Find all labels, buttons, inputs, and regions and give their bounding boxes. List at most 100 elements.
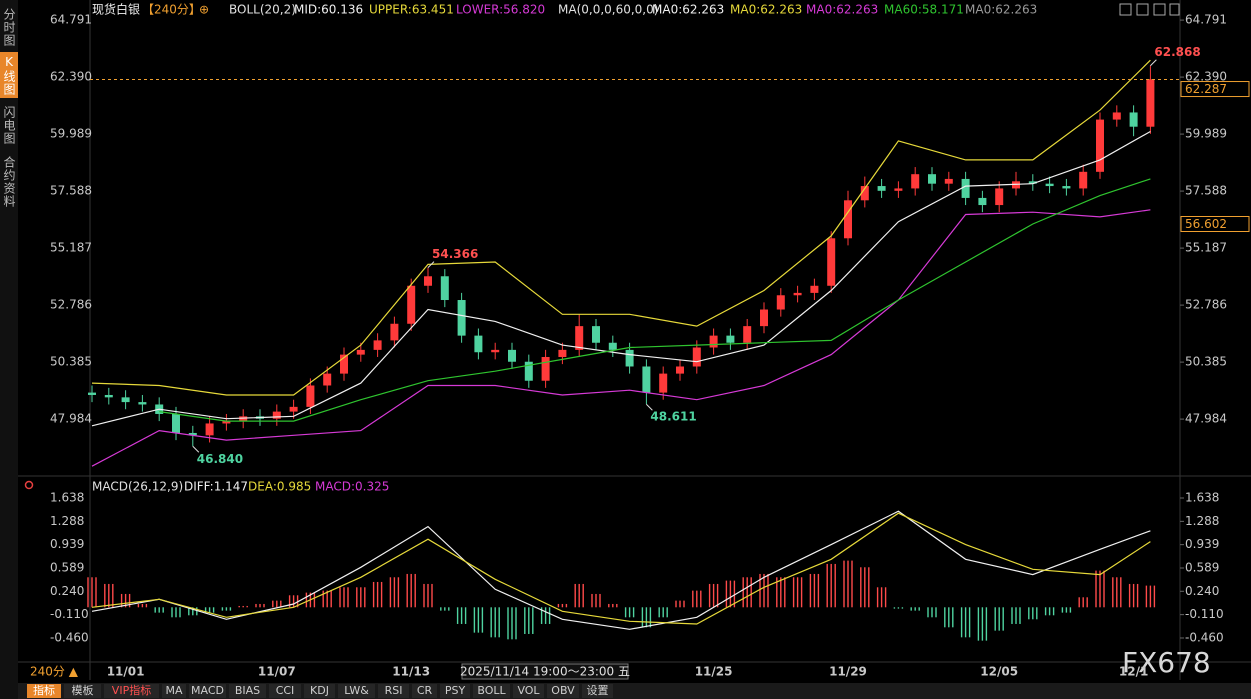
toolbar-button-bg[interactable] xyxy=(162,684,186,698)
candle-body xyxy=(860,186,869,201)
toolbar-button[interactable]: BOLL xyxy=(477,684,506,697)
y-tick-label: 1.638 xyxy=(1185,491,1219,505)
candle-body xyxy=(424,276,432,286)
y-tick-label: 62.390 xyxy=(50,70,92,84)
candle-body xyxy=(911,174,920,189)
candle-body xyxy=(625,349,634,367)
tab[interactable]: K线图 xyxy=(0,52,18,98)
toolbar-button[interactable]: PSY xyxy=(445,684,466,697)
toolbar-button[interactable]: VIP指标 xyxy=(112,683,151,697)
toolbar-button-bg[interactable] xyxy=(27,684,61,698)
candle-body xyxy=(659,373,668,393)
icon[interactable] xyxy=(1153,3,1166,16)
x-tick-label: 12/05 xyxy=(980,665,1018,679)
candle-body xyxy=(961,178,970,198)
y-tick-label: 0.240 xyxy=(1185,584,1219,598)
toolbar-button[interactable]: BIAS xyxy=(235,684,260,697)
toolbar-button-bg[interactable] xyxy=(104,684,159,698)
tab[interactable]: 合约资料 xyxy=(2,156,16,208)
candle-body xyxy=(760,309,768,327)
toolbar-button[interactable]: 设置 xyxy=(587,684,609,697)
toolbar-button-bg[interactable] xyxy=(412,684,437,698)
legend-entry: MA0:62.263 xyxy=(730,3,802,17)
y-tick-label: 62.390 xyxy=(1185,70,1227,84)
y-tick-label: 0.240 xyxy=(50,584,84,598)
y-tick-label: 52.786 xyxy=(50,298,92,312)
legend-entry: MA60:58.171 xyxy=(884,3,964,17)
toolbar-button-bg[interactable] xyxy=(378,684,409,698)
extreme-label: 48.611 xyxy=(650,410,696,424)
toolbar-button-bg[interactable] xyxy=(229,684,266,698)
annotation-pointer xyxy=(646,403,653,411)
candle-body xyxy=(524,361,533,381)
toolbar-button[interactable]: LW& xyxy=(344,684,369,697)
candle-body xyxy=(743,326,752,343)
toolbar-button[interactable]: KDJ xyxy=(310,684,329,697)
candle-body xyxy=(172,413,180,433)
annotation-pointer xyxy=(427,261,435,268)
candle-body xyxy=(306,385,315,407)
macd-title: MACD(26,12,9) xyxy=(92,480,183,494)
x-tick-label: 11/29 xyxy=(829,665,867,679)
last-price-label: 62.287 xyxy=(1185,82,1227,96)
toolbar-button-bg[interactable] xyxy=(513,684,544,698)
toolbar-button-bg[interactable] xyxy=(547,684,579,698)
candle-body xyxy=(810,285,819,293)
candle-body xyxy=(222,421,231,424)
toolbar-button[interactable]: MACD xyxy=(191,684,224,697)
legend-entry: MA0:62.263 xyxy=(965,3,1037,17)
toolbar-button[interactable]: RSI xyxy=(385,684,403,697)
toolbar-button[interactable]: VOL xyxy=(517,684,540,697)
toolbar-button[interactable]: MA xyxy=(165,684,182,697)
y-tick-label: 1.638 xyxy=(50,491,84,505)
toolbar-button-bg[interactable] xyxy=(582,684,613,698)
y-tick-label: 1.288 xyxy=(1185,514,1219,528)
toolbar-button[interactable]: 模板 xyxy=(72,683,94,697)
toolbar-button-bg[interactable] xyxy=(269,684,301,698)
candle-body xyxy=(1129,112,1138,127)
toolbar-button-bg[interactable] xyxy=(473,684,510,698)
candle-body xyxy=(709,335,718,348)
y-tick-label: 64.791 xyxy=(1185,13,1227,27)
toolbar-button[interactable]: CR xyxy=(417,684,433,697)
indicator-label: BOLL(20,2) xyxy=(229,3,296,17)
toolbar-button[interactable]: CCI xyxy=(276,684,295,697)
period-icon: ⊕ xyxy=(199,3,209,17)
icon[interactable] xyxy=(1119,3,1132,16)
candle-body xyxy=(104,394,113,398)
icon[interactable] xyxy=(1169,3,1180,16)
candle-body xyxy=(827,238,836,286)
y-tick-label: 0.589 xyxy=(1185,560,1219,574)
instrument-title: 现货白银 xyxy=(92,2,140,17)
legend-entry: DEA:0.985 xyxy=(248,480,311,494)
toolbar-button-bg[interactable] xyxy=(64,684,101,698)
candle-body xyxy=(726,335,735,343)
toolbar-button-bg[interactable] xyxy=(338,684,375,698)
y-tick-label: -0.460 xyxy=(1185,630,1224,644)
y-tick-label: 50.385 xyxy=(1185,355,1227,369)
toolbar-button[interactable]: OBV xyxy=(551,684,575,697)
marker-price-box xyxy=(1180,215,1250,232)
extreme-label: 54.366 xyxy=(432,247,478,261)
toolbar-button-bg[interactable] xyxy=(189,684,226,698)
settings-dot[interactable] xyxy=(24,480,34,490)
period-switch[interactable]: 240分 ▲ xyxy=(30,665,79,679)
y-tick-label: 55.187 xyxy=(50,241,92,255)
candle-body xyxy=(239,416,248,422)
icon[interactable] xyxy=(1136,3,1149,16)
legend-entry: MACD:0.325 xyxy=(315,480,389,494)
x-tick-label: 11/07 xyxy=(258,665,296,679)
y-tick-label: 0.939 xyxy=(1185,537,1219,551)
toolbar-button[interactable]: 指标 xyxy=(33,683,55,697)
y-tick-label: -0.460 xyxy=(50,630,89,644)
crosshair-label: 2025/11/14 19:00～23:00 五 xyxy=(460,665,630,679)
tab[interactable]: 分时图 xyxy=(2,7,16,47)
toolbar-button-bg[interactable] xyxy=(440,684,470,698)
candle-body xyxy=(88,392,96,395)
crosshair-box xyxy=(461,663,629,680)
candle-body xyxy=(877,186,886,191)
tab[interactable]: 闪电图 xyxy=(2,105,16,145)
toolbar-button-bg[interactable] xyxy=(304,684,335,698)
candle-body xyxy=(928,174,936,184)
